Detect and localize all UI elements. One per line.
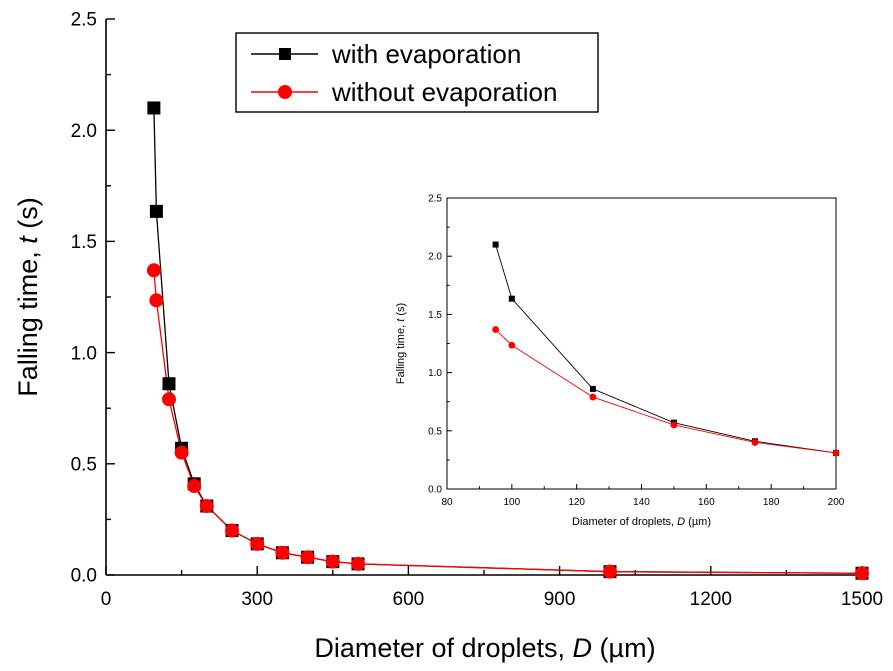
inset-y-tick-label: 0.5 [428,426,442,437]
inset-series-line-with-evaporation [495,244,837,454]
main-point-without-evaporation [325,554,340,569]
main-x-tick-label: 600 [393,589,425,610]
main-point-without-evaporation [225,523,239,538]
main-axis-labels: Falling time, t (s) Diameter of droplets… [13,197,656,663]
inset-x-tick-label: 200 [828,497,845,508]
inset-point-without-evaporation [492,326,500,333]
inset-x-axis-label: Diameter of droplets, D (µm) [572,516,711,528]
inset-point-without-evaporation [670,421,678,429]
inset-x-tick-label: 160 [698,497,715,508]
inset-x-tick-label: 120 [568,497,585,508]
legend-label-with-evaporation: with evaporation [331,39,521,69]
inset-series-line-without-evaporation [495,329,837,454]
main-point-without-evaporation [275,545,290,560]
inset-point-without-evaporation [508,341,516,349]
main-x-tick-label: 0 [101,589,112,610]
main-x-tick-label: 1200 [690,589,732,610]
main-point-without-evaporation [187,479,202,494]
main-y-tick-label: 1.5 [71,232,97,253]
inset-point-with-evaporation [508,295,515,302]
inset-plot: 80 100 120 140 160 180 200 0.0 0.5 1.0 1.5 2.0 2.5 Fa… [395,194,845,529]
main-y-tick-label: 0.0 [71,566,97,587]
legend-label-without-evaporation: without evaporation [331,77,557,107]
inset-y-tick-label: 2.0 [428,252,442,263]
legend-marker-with-evaporation [279,48,291,60]
main-x-tick-label: 900 [544,589,576,610]
main-point-without-evaporation [351,556,365,571]
inset-y-tick-label: 1.5 [428,310,442,321]
main-y-tick-label: 1.0 [71,343,97,364]
inset-point-without-evaporation [832,449,840,457]
main-x-axis-label: Diameter of droplets, D (µm) [314,633,655,663]
legend-box [235,32,599,113]
main-plot: 0 300 600 900 1200 1500 0.0 0.5 1.0 1.5 2.0 2.5 [71,10,884,610]
main-point-without-evaporation [199,499,214,514]
main-point-without-evaporation [300,550,315,565]
main-point-without-evaporation [855,566,869,581]
main-y-axis-label: Falling time, t (s) [13,197,43,397]
inset-y-tick-label: 2.5 [428,194,442,205]
main-y-tick-label: 0.5 [71,454,97,475]
inset-point-without-evaporation [751,439,759,446]
main-y-tick-label: 2.0 [71,121,97,142]
main-point-without-evaporation [162,392,176,407]
main-point-without-evaporation [146,263,161,278]
inset-x-tick-label: 80 [441,497,453,508]
main-point-without-evaporation [149,293,164,308]
inset-point-with-evaporation [492,241,499,248]
inset-point-without-evaporation [589,393,597,401]
main-x-tick-label: 1500 [841,589,883,610]
main-point-with-evaporation [149,204,163,218]
legend: with evaporation without evaporation [235,32,599,113]
main-x-tick-label: 300 [241,589,273,610]
inset-x-tick-label: 180 [763,497,780,508]
main-point-without-evaporation [174,445,189,460]
main-point-without-evaporation [603,564,617,579]
main-point-without-evaporation [250,536,265,551]
inset-x-tick-label: 140 [633,497,650,508]
inset-y-tick-label: 0.0 [428,485,442,496]
main-point-with-evaporation [162,377,176,391]
inset-x-tick-label: 100 [503,497,520,508]
main-y-tick-label: 2.5 [71,10,97,31]
main-point-with-evaporation [147,101,161,115]
inset-y-axis-label: Falling time, t (s) [395,303,407,384]
inset-point-with-evaporation [589,385,596,392]
inset-y-tick-label: 1.0 [428,368,442,379]
legend-marker-without-evaporation [278,85,292,99]
